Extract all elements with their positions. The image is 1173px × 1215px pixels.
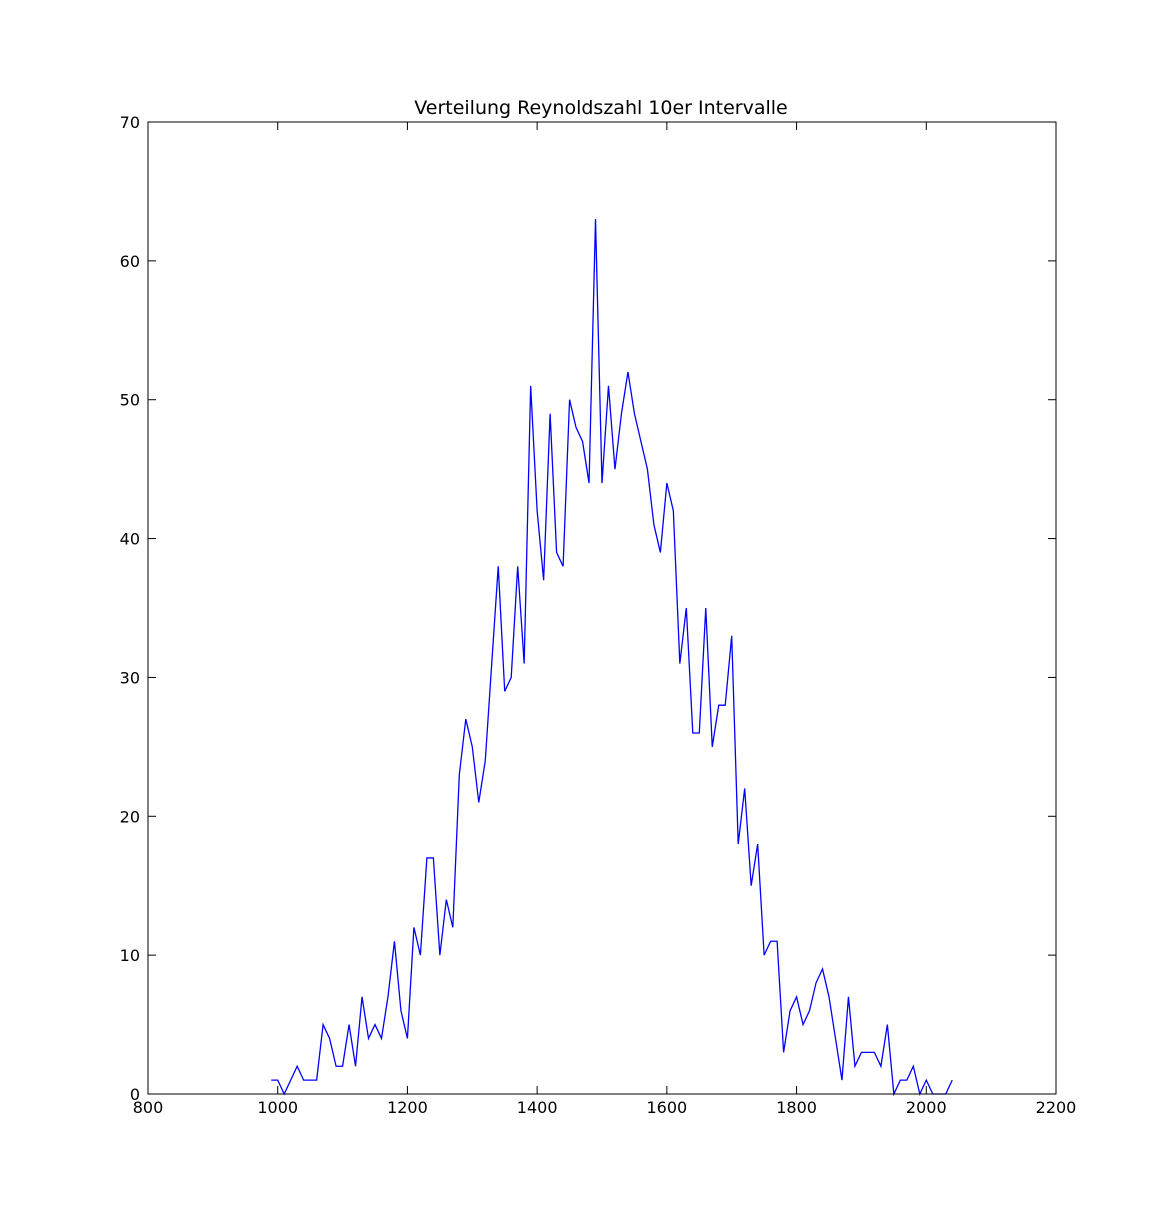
- x-tick-label: 1200: [387, 1098, 428, 1117]
- x-tick-label: 2200: [1036, 1098, 1077, 1117]
- y-tick-label: 20: [120, 807, 140, 826]
- x-tick-label: 1600: [646, 1098, 687, 1117]
- chart-title: Verteilung Reynoldszahl 10er Intervalle: [414, 97, 788, 119]
- y-tick-label: 60: [120, 252, 140, 271]
- x-tick-label: 1800: [776, 1098, 817, 1117]
- x-tick-label: 800: [133, 1098, 164, 1117]
- x-tick-label: 1400: [517, 1098, 558, 1117]
- data-series-line: [271, 219, 953, 1097]
- y-tick-label: 30: [120, 668, 140, 687]
- y-tick-label: 10: [120, 946, 140, 965]
- y-tick-label: 40: [120, 530, 140, 549]
- x-tick-label: 2000: [906, 1098, 947, 1117]
- plot-area-frame: [147, 121, 1057, 1095]
- y-tick-label: 0: [130, 1085, 140, 1104]
- y-tick-label: 70: [120, 113, 140, 132]
- y-tick-label: 50: [120, 391, 140, 410]
- axis-tick-labels: 800 1000 1200 1400 1600 1800 2000 2200 0 10 20 30 40…: [120, 113, 1077, 1117]
- x-tick-label: 1000: [257, 1098, 298, 1117]
